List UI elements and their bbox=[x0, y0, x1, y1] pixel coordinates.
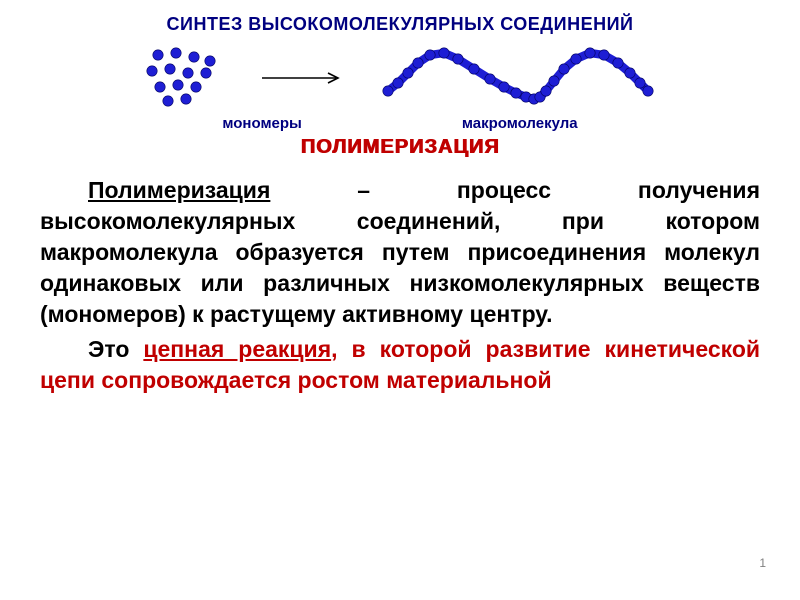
chain-reaction-paragraph: Это цепная реакция, в которой развитие к… bbox=[40, 334, 760, 396]
chain-underline: цепная реакция bbox=[143, 336, 331, 362]
polymerization-diagram bbox=[40, 43, 760, 113]
definition-term: Полимеризация bbox=[88, 177, 270, 203]
page-title: СИНТЕЗ ВЫСОКОМОЛЕКУЛЯРНЫХ СОЕДИНЕНИЙ bbox=[40, 14, 760, 35]
arrow-icon bbox=[258, 68, 348, 88]
page-number: 1 bbox=[759, 556, 766, 570]
macromolecule-label: макромолекула bbox=[462, 115, 578, 132]
definition-paragraph: Полимеризация – процесс получения высоко… bbox=[40, 175, 760, 330]
section-heading: ПОЛИМЕРИЗАЦИЯ bbox=[40, 136, 760, 159]
monomer-cluster bbox=[138, 43, 228, 113]
chain-lead: Это bbox=[88, 336, 143, 362]
monomer-label: мономеры bbox=[222, 115, 302, 132]
diagram-labels: мономеры макромолекула bbox=[40, 115, 760, 132]
macromolecule-chain bbox=[378, 47, 663, 109]
